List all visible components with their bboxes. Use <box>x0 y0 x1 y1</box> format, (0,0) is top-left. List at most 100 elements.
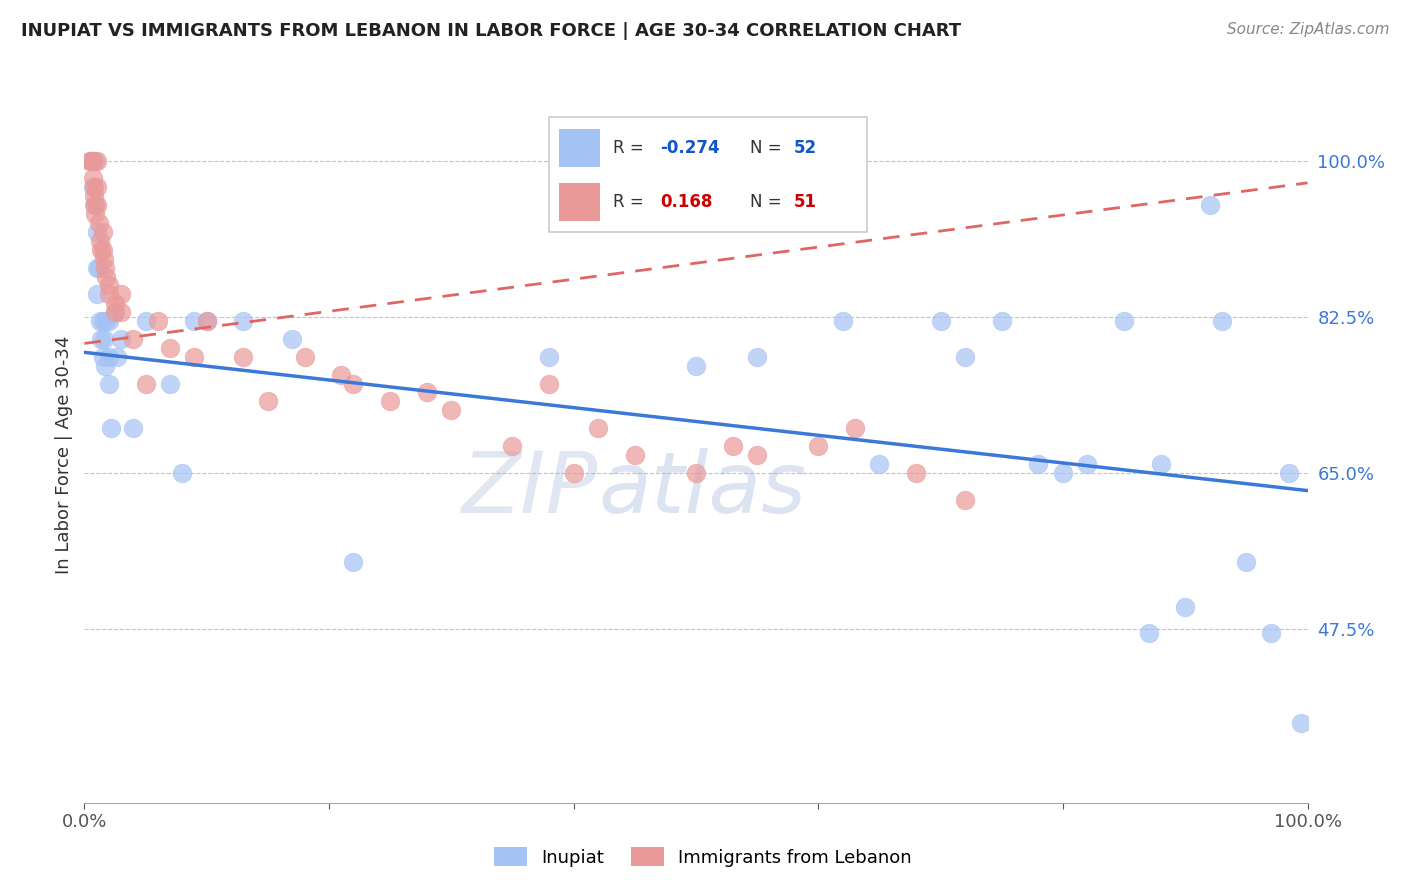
Point <box>416 385 439 400</box>
Point <box>86 260 108 275</box>
Point <box>91 225 114 239</box>
Point <box>1174 599 1197 614</box>
Point <box>80 153 103 168</box>
Text: atlas: atlas <box>598 448 806 532</box>
Point <box>84 198 107 212</box>
Point <box>1150 457 1173 471</box>
Point <box>83 180 105 194</box>
Point <box>685 359 707 373</box>
Point <box>159 376 181 391</box>
Point <box>342 555 364 569</box>
Point <box>905 466 928 480</box>
Point <box>195 314 218 328</box>
Point <box>1198 198 1220 212</box>
Point <box>501 439 523 453</box>
Point <box>96 269 118 284</box>
Point <box>89 234 111 248</box>
Point <box>86 225 108 239</box>
Point <box>281 332 304 346</box>
Point <box>82 171 104 186</box>
Point <box>1052 466 1074 480</box>
Point <box>90 332 112 346</box>
Text: ZIP: ZIP <box>461 448 598 532</box>
Point <box>83 198 105 212</box>
Point <box>146 314 169 328</box>
Point <box>1114 314 1136 328</box>
Point <box>104 296 127 310</box>
Point <box>624 448 647 462</box>
Point <box>721 439 744 453</box>
Text: Source: ZipAtlas.com: Source: ZipAtlas.com <box>1226 22 1389 37</box>
Point <box>342 376 364 391</box>
Point <box>440 403 463 417</box>
Point <box>110 332 132 346</box>
Text: INUPIAT VS IMMIGRANTS FROM LEBANON IN LABOR FORCE | AGE 30-34 CORRELATION CHART: INUPIAT VS IMMIGRANTS FROM LEBANON IN LA… <box>21 22 962 40</box>
Point <box>87 216 110 230</box>
Point <box>86 153 108 168</box>
Point <box>807 439 830 453</box>
Point <box>84 153 107 168</box>
Point <box>747 448 769 462</box>
Point <box>1028 457 1050 471</box>
Point <box>86 198 108 212</box>
Point <box>929 314 952 328</box>
Point <box>97 287 120 301</box>
Point <box>195 314 218 328</box>
Point <box>294 350 316 364</box>
Point <box>172 466 194 480</box>
Point <box>110 305 132 319</box>
Point <box>135 314 157 328</box>
Point <box>79 153 101 168</box>
Point <box>96 314 118 328</box>
Point <box>183 314 205 328</box>
Point <box>122 332 145 346</box>
Point <box>91 314 114 328</box>
Point <box>93 332 115 346</box>
Point <box>84 207 107 221</box>
Point <box>1234 555 1257 569</box>
Point <box>1137 626 1160 640</box>
Point <box>538 350 561 364</box>
Point <box>953 492 976 507</box>
Point <box>232 314 254 328</box>
Point <box>97 376 120 391</box>
Point <box>100 421 122 435</box>
Point <box>79 153 101 168</box>
Point <box>183 350 205 364</box>
Y-axis label: In Labor Force | Age 30-34: In Labor Force | Age 30-34 <box>55 335 73 574</box>
Point <box>86 180 108 194</box>
Point <box>91 243 114 257</box>
Point <box>1278 466 1301 480</box>
Point <box>380 394 402 409</box>
Point <box>110 287 132 301</box>
Point <box>330 368 353 382</box>
Point <box>1076 457 1098 471</box>
Point <box>82 153 104 168</box>
Point <box>747 350 769 364</box>
Point <box>97 350 120 364</box>
Point <box>104 305 127 319</box>
Point <box>89 314 111 328</box>
Point <box>257 394 280 409</box>
Point <box>1291 715 1313 730</box>
Point <box>685 466 707 480</box>
Point <box>159 341 181 355</box>
Point <box>83 189 105 203</box>
Point <box>82 180 104 194</box>
Point <box>90 243 112 257</box>
Point <box>844 421 866 435</box>
Point <box>869 457 891 471</box>
Point <box>990 314 1012 328</box>
Point <box>1211 314 1233 328</box>
Point <box>104 305 127 319</box>
Point <box>232 350 254 364</box>
Point <box>122 421 145 435</box>
Point <box>87 260 110 275</box>
Point <box>538 376 561 391</box>
Point <box>586 421 609 435</box>
Point <box>94 359 117 373</box>
Point <box>831 314 853 328</box>
Point <box>91 350 114 364</box>
Point <box>135 376 157 391</box>
Point <box>94 260 117 275</box>
